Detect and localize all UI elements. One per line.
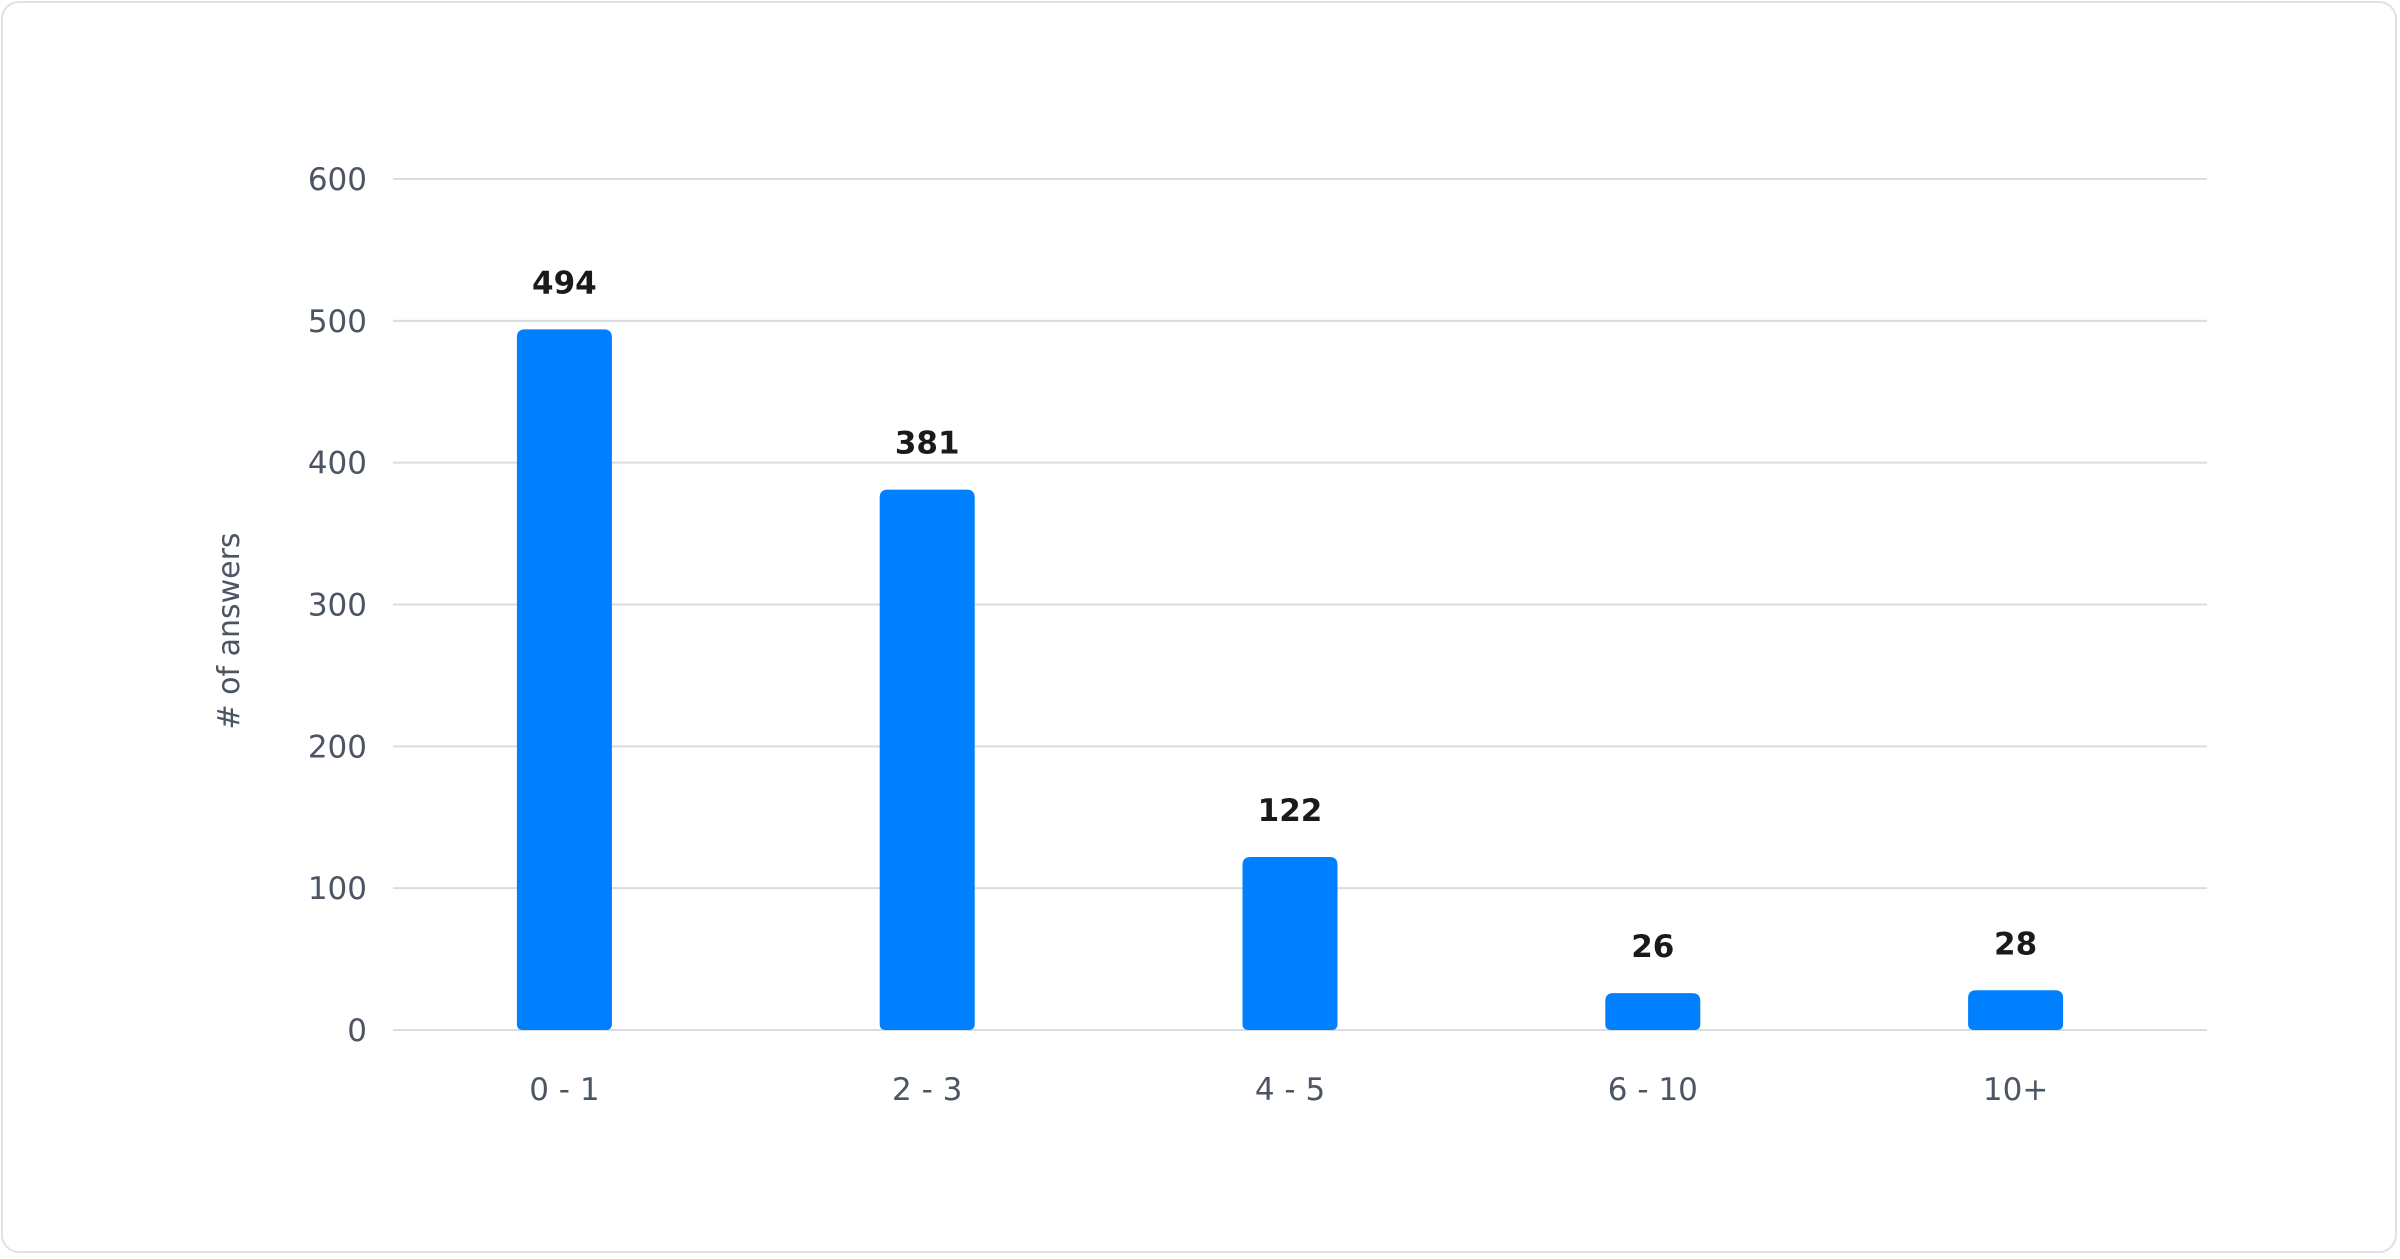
y-tick-label: 600 [308,162,367,198]
y-axis-ticks: 0 100 200 300 400 500 600 [308,162,367,1049]
bar [879,489,975,1030]
bar-value-label: 381 [895,426,960,462]
y-tick-label: 400 [308,446,367,482]
bar-chart: 0 100 200 300 400 500 600 # of answers 494 381 1… [212,162,2207,1108]
gridlines [393,178,2207,1031]
bar-value-label: 28 [1994,926,2037,962]
x-tick-label: 4 - 5 [1255,1072,1325,1108]
x-tick-label: 6 - 10 [1608,1072,1698,1108]
x-tick-label: 0 - 1 [529,1072,599,1108]
y-tick-label: 200 [308,729,367,765]
bar [1242,856,1338,1030]
bar [1605,993,1701,1030]
y-axis-label: # of answers [212,532,247,729]
x-axis-ticks: 0 - 1 2 - 3 4 - 5 6 - 10 10+ [529,1072,2048,1108]
bar-value-label: 122 [1258,793,1323,829]
bars: 494 381 122 26 28 [516,265,2064,1030]
y-tick-label: 100 [308,871,367,907]
bar [1968,990,2064,1030]
x-tick-label: 10+ [1983,1072,2048,1108]
y-tick-label: 0 [347,1013,367,1049]
bar-value-label: 494 [532,265,597,301]
y-tick-label: 500 [308,304,367,340]
y-tick-label: 300 [308,588,367,624]
x-tick-label: 2 - 3 [892,1072,962,1108]
bar-value-label: 26 [1631,929,1674,965]
bar [516,329,612,1030]
